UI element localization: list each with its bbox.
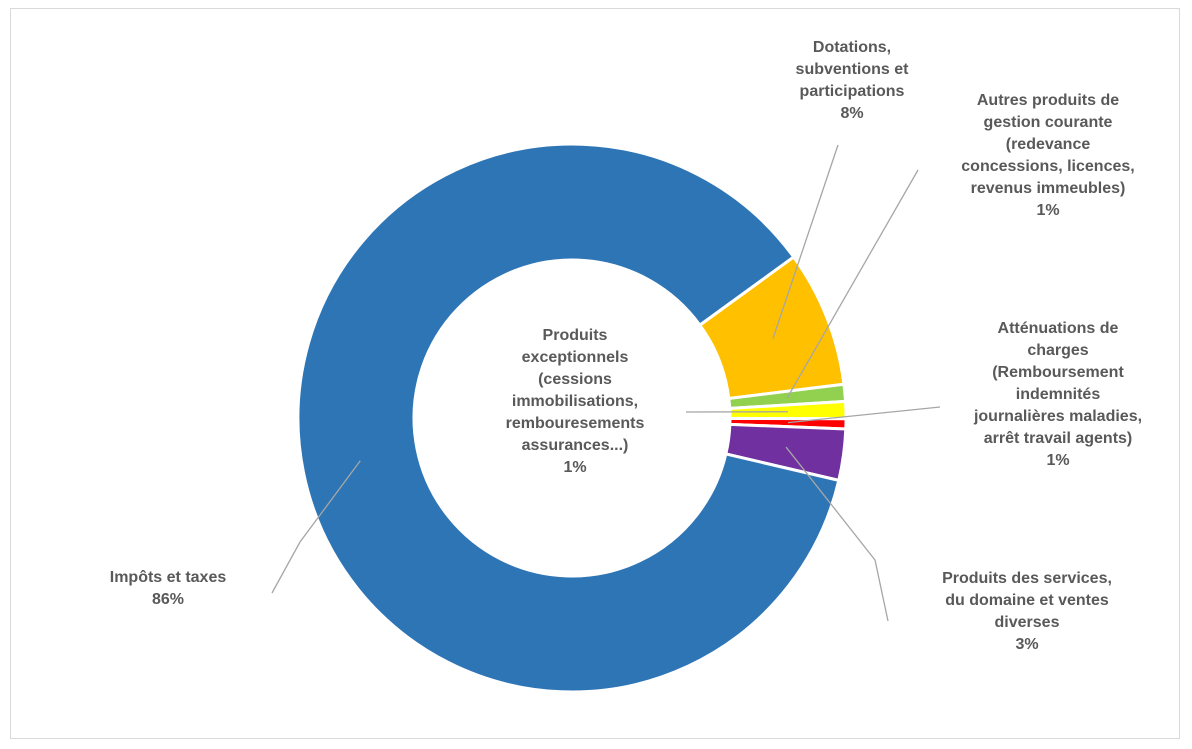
data-label-line: (cessions bbox=[538, 371, 612, 388]
data-label-line: exceptionnels bbox=[522, 349, 629, 366]
data-label-line: journalières maladies, bbox=[973, 408, 1142, 425]
data-label-line: Atténuations de bbox=[998, 320, 1119, 337]
data-label-percent: 8% bbox=[840, 105, 863, 122]
data-label-line: du domaine et ventes bbox=[945, 592, 1109, 609]
data-label: Produits exceptionnels (cessions immobilisa… bbox=[506, 327, 645, 476]
data-labels: Dotations, subventions et participations 8%… bbox=[110, 39, 1142, 653]
leader-line bbox=[785, 446, 889, 622]
data-label-line: (redevance bbox=[1006, 136, 1091, 153]
data-label-line: Impôts et taxes bbox=[110, 569, 227, 586]
leader-line bbox=[787, 406, 941, 424]
data-label-line: subventions et bbox=[796, 61, 910, 78]
data-label-line: diverses bbox=[995, 614, 1060, 631]
data-label: Atténuations de charges (Remboursement inde… bbox=[973, 320, 1142, 469]
data-label-line: gestion courante bbox=[984, 114, 1113, 131]
data-label-line: indemnités bbox=[1016, 386, 1101, 403]
data-label-line: Produits des services, bbox=[942, 570, 1112, 587]
data-label-line: (Remboursement bbox=[992, 364, 1124, 381]
data-label-line: charges bbox=[1027, 342, 1088, 359]
data-label-line: participations bbox=[800, 83, 905, 100]
data-label-line: assurances...) bbox=[522, 437, 629, 454]
data-label-percent: 1% bbox=[1036, 202, 1059, 219]
data-label-line: Produits bbox=[543, 327, 608, 344]
data-label-percent: 86% bbox=[152, 591, 184, 608]
data-label-percent: 3% bbox=[1015, 636, 1038, 653]
data-label-percent: 1% bbox=[563, 459, 586, 476]
data-label-percent: 1% bbox=[1046, 452, 1069, 469]
data-label-line: arrêt travail agents) bbox=[984, 430, 1133, 447]
data-label: Impôts et taxes 86% bbox=[110, 569, 227, 608]
data-label: Autres produits de gestion courante (redev… bbox=[961, 92, 1134, 219]
data-label-line: revenus immeubles) bbox=[971, 180, 1126, 197]
data-label: Dotations, subventions et participations 8% bbox=[796, 39, 910, 122]
leader-line bbox=[786, 169, 919, 399]
leader-line bbox=[772, 144, 839, 339]
leader-line bbox=[271, 460, 361, 594]
data-label-line: immobilisations, bbox=[512, 393, 638, 410]
data-label-line: concessions, licences, bbox=[961, 158, 1134, 175]
data-label-line: Dotations, bbox=[813, 39, 891, 56]
data-label-line: rembouresements bbox=[506, 415, 645, 432]
leader-lines bbox=[271, 144, 941, 622]
slice-impots-et-taxes bbox=[296, 142, 841, 694]
data-label: Produits des services, du domaine et vent… bbox=[942, 570, 1112, 653]
data-label-line: Autres produits de bbox=[977, 92, 1119, 109]
